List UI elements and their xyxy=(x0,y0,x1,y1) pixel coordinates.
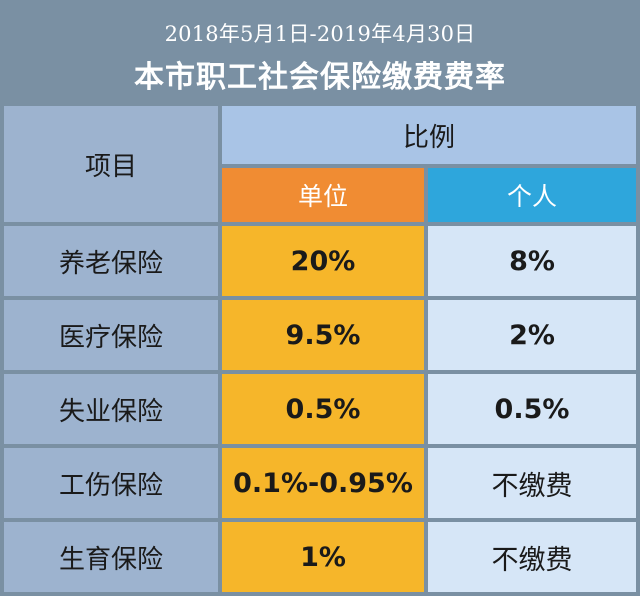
header-individual: 个人 xyxy=(428,168,636,222)
individual-rate-maternity: 不缴费 xyxy=(428,522,636,592)
header-item: 项目 xyxy=(4,106,218,222)
individual-rate-work-injury: 不缴费 xyxy=(428,448,636,518)
individual-rate-pension: 8% xyxy=(428,226,636,296)
row-label-medical: 医疗保险 xyxy=(4,300,218,370)
row-label-pension: 养老保险 xyxy=(4,226,218,296)
row-label-maternity: 生育保险 xyxy=(4,522,218,592)
individual-rate-unemployment: 0.5% xyxy=(428,374,636,444)
employer-rate-unemployment: 0.5% xyxy=(222,374,424,444)
individual-rate-medical: 2% xyxy=(428,300,636,370)
employer-rate-work-injury: 0.1%-0.95% xyxy=(222,448,424,518)
row-label-unemployment: 失业保险 xyxy=(4,374,218,444)
date-range-subtitle: 2018年5月1日-2019年4月30日 xyxy=(164,22,476,46)
title-block: 2018年5月1日-2019年4月30日 本市职工社会保险缴费费率 xyxy=(0,0,640,98)
employer-rate-pension: 20% xyxy=(222,226,424,296)
row-label-work-injury: 工伤保险 xyxy=(4,448,218,518)
rate-table: 项目 比例 单位 个人 养老保险 20% 8% 医疗保险 9.5% 2% 失业保… xyxy=(4,106,636,592)
header-employer: 单位 xyxy=(222,168,424,222)
page-title: 本市职工社会保险缴费费率 xyxy=(134,60,506,95)
header-ratio: 比例 xyxy=(222,106,636,164)
employer-rate-maternity: 1% xyxy=(222,522,424,592)
employer-rate-medical: 9.5% xyxy=(222,300,424,370)
